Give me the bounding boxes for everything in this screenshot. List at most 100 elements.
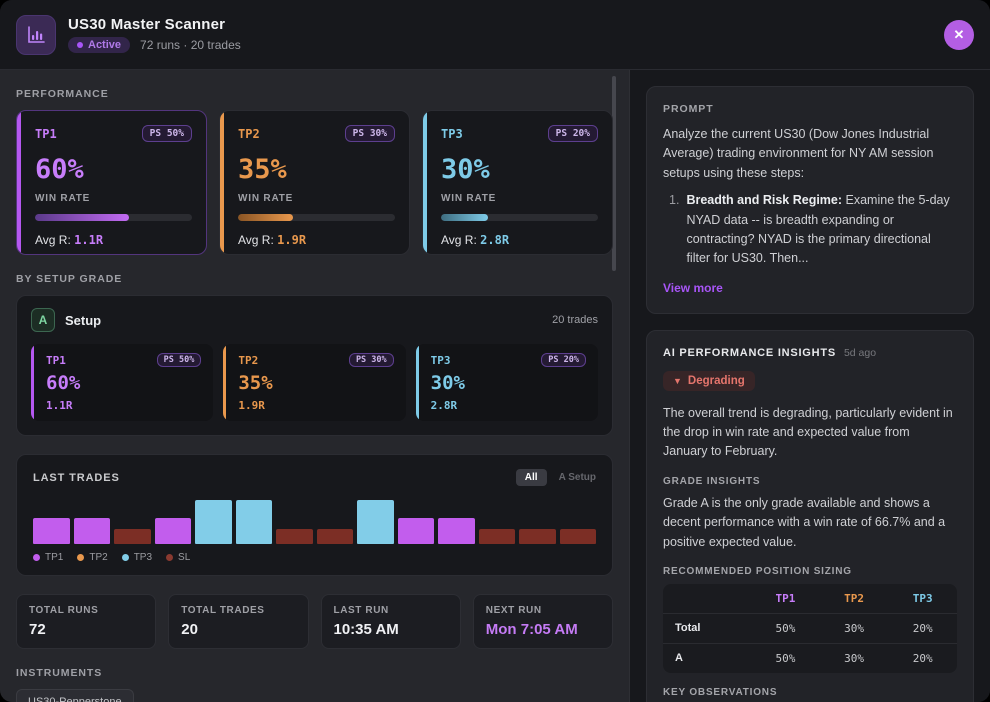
total-tp3-value: 20% [912,621,933,635]
avg-r-label: Avg R: [35,233,71,247]
instrument-chip[interactable]: US30-Pepperstone [16,689,134,702]
insights-summary-text: The overall trend is degrading, particul… [663,405,953,459]
trade-bar-sl [519,529,556,544]
tp3-ps-badge: PS 20% [547,125,598,142]
tp1-avg-r-row: Avg R: 1.1R [35,233,192,247]
filter-a-setup-button[interactable]: A Setup [558,472,596,483]
legend-label: TP2 [89,552,108,563]
last-trades-card: LAST TRADES All A Setup TP1 TP2 [16,454,613,576]
position-sizing-label: RECOMMENDED POSITION SIZING [663,565,852,577]
stat-label: NEXT RUN [485,605,542,616]
setup-grade-section-label: BY SETUP GRADE [16,273,123,285]
tp3-ps-badge: PS 20% [541,353,586,367]
tp2-ps-badge: PS 30% [348,353,394,367]
close-icon: ✕ [953,26,965,42]
degrading-trend-badge: ▼ Degrading [663,370,755,391]
scrollbar-thumb[interactable] [612,76,616,271]
tp1-dot-icon [33,554,40,561]
tp2-win-rate-value: 35% [238,372,273,394]
tp1-accent-bar [31,344,34,421]
a-tp2-value: 30% [844,651,865,665]
tp3-progress-fill [441,214,489,221]
legend-item-tp1: TP1 [33,552,63,563]
header-meta-row: Active 72 runs · 20 trades [68,37,241,53]
prompt-intro-text: Analyze the current US30 (Dow Jones Indu… [663,127,934,180]
left-panel: PERFORMANCE TP1 PS 50% 60% WIN RATE Avg [0,70,630,702]
insights-title: AI PERFORMANCE INSIGHTS [663,346,836,359]
tp1-ps-badge: PS 50% [156,353,202,367]
insights-timestamp: 5d ago [843,346,877,359]
legend-label: TP3 [133,552,153,563]
stat-value: 72 [29,621,46,638]
trend-label: Degrading [687,374,745,387]
trade-bar-sl [559,529,596,544]
tp2-column-header: TP2 [844,591,865,605]
down-triangle-icon: ▼ [673,375,682,386]
tp3-label: TP3 [441,126,463,141]
tp3-progress-track [441,214,598,221]
tp3-r-value: 2.8R [430,399,458,412]
grade-tp3-card: TP3 PS 20% 30% 2.8R [415,344,598,421]
table-row-grade-a: A 50% 30% 20% [663,643,957,673]
tp2-accent-bar [223,344,227,421]
tp3-win-rate-caption: WIN RATE [441,193,497,204]
bar-chart-icon [28,25,45,43]
last-trades-header: LAST TRADES All A Setup [33,469,596,486]
total-tp2-value: 30% [844,621,865,635]
last-trades-bars [33,496,596,544]
step-number: 1. [669,193,680,208]
tp3-avg-r-row: Avg R: 2.8R [441,233,598,247]
prompt-label: PROMPT [663,103,714,115]
tp3-dot-icon [121,554,129,561]
trade-bar-tp1 [33,518,70,544]
trade-bar-sl [316,529,353,544]
runs-trades-meta: 72 runs · 20 trades [140,38,241,52]
tp1-label: TP1 [35,126,57,141]
tp1-label: TP1 [46,353,66,367]
tp1-progress-track [35,214,192,221]
tp1-r-value: 1.1R [46,399,73,412]
close-button[interactable]: ✕ [944,19,974,50]
trade-bar-tp1 [73,518,110,544]
tp1-progress-fill [35,214,130,221]
stat-next-run: NEXT RUN Mon 7:05 AM [472,594,613,649]
performance-section-label: PERFORMANCE [16,88,109,100]
table-row-total: Total 50% 30% 20% [663,613,957,643]
trade-bar-sl [478,529,515,544]
last-trades-legend: TP1 TP2 TP3 SL [33,552,596,563]
legend-item-tp2: TP2 [77,552,108,563]
grade-insights-text: Grade A is the only grade available and … [663,495,946,549]
tp1-win-rate-value: 60% [46,372,81,394]
stats-row: TOTAL RUNS 72 TOTAL TRADES 20 LAST RUN 1… [16,594,613,649]
grade-tp2-card: TP2 PS 30% 35% 1.9R [223,344,406,421]
instruments-section-label: INSTRUMENTS [16,667,103,679]
tp2-win-rate-value: 35% [238,154,287,185]
tp2-progress-fill [238,214,293,221]
position-sizing-table: TP1 TP2 TP3 Total 50% 30% 20% [663,583,957,673]
insights-header: AI PERFORMANCE INSIGHTS 5d ago [663,347,957,359]
prompt-step-1: 1. Breadth and Risk Regime: Examine the … [669,191,957,269]
tp1-win-rate-caption: WIN RATE [35,193,91,204]
grade-a-card: A Setup 20 trades TP1 PS 50% 60% 1.1R [16,295,613,436]
filter-all-button[interactable]: All [515,469,547,486]
step-text: Breadth and Risk Regime: Examine the 5-d… [686,193,950,266]
sizing-table-header-row: TP1 TP2 TP3 [663,584,957,614]
tp3-accent-bar [423,111,427,254]
page-title: US30 Master Scanner [68,16,226,33]
row-label: A [675,652,683,665]
view-more-link[interactable]: View more [663,280,723,295]
trade-bar-tp1 [154,518,191,544]
a-tp1-value: 50% [775,651,796,665]
tp2-performance-card: TP2 PS 30% 35% WIN RATE Avg R: 1.9R [219,110,410,255]
tp1-avg-r-value: 1.1R [74,233,104,247]
stat-value: Mon 7:05 AM [485,621,578,638]
title-block: US30 Master Scanner Active 72 runs · 20 … [68,16,241,53]
tp3-win-rate-value: 30% [430,372,465,394]
prompt-card: PROMPT Analyze the current US30 (Dow Jon… [646,86,974,314]
status-label: Active [88,39,122,51]
header: US30 Master Scanner Active 72 runs · 20 … [0,0,990,70]
stat-label: LAST RUN [333,605,389,616]
right-panel: PROMPT Analyze the current US30 (Dow Jon… [630,70,990,702]
tp2-dot-icon [77,554,85,561]
